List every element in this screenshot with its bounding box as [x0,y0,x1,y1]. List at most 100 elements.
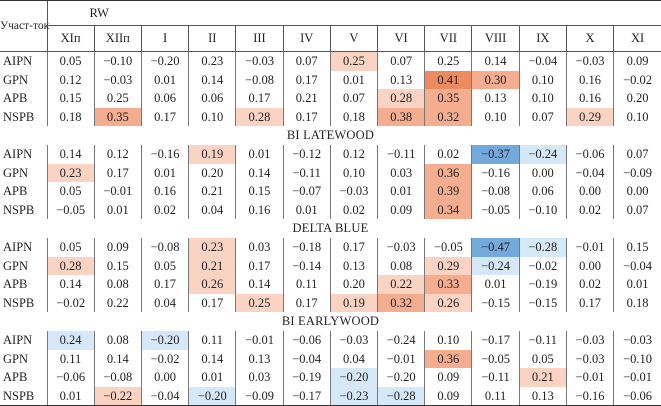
value-cell: −0.24 [377,330,425,350]
value-cell: −0.22 [93,386,142,406]
value-cell: 0.17 [188,293,236,313]
value-cell: 0.22 [93,293,142,313]
value-cell: 0.02 [329,200,378,220]
value-cell: 0.17 [565,293,614,313]
section-title: BI EARLYWOOD [281,314,380,329]
value-cell: 0.23 [188,51,236,71]
value-cell: −0.16 [471,163,520,183]
value-cell: 0.01 [329,70,378,90]
value-cell: 0.11 [188,330,236,350]
value-cell: 0.32 [424,107,472,127]
value-cell: −0.15 [471,293,520,313]
value-cell: 0.00 [613,182,661,201]
value-cell: −0.10 [518,200,567,220]
site-label: GPN [3,72,29,87]
value-cell: 0.01 [140,70,189,90]
value-cell: −0.03 [329,330,378,350]
value-cell: 0.15 [613,237,661,257]
value-cell: 0.17 [235,256,284,276]
month-header: X [565,25,614,52]
value-cell: 0.29 [565,107,614,127]
value-cell: −0.02 [613,70,661,90]
value-cell: 0.02 [565,275,614,294]
value-cell: 0.00 [518,163,567,183]
value-cell: 0.18 [329,107,378,127]
value-cell: −0.15 [518,293,567,313]
value-cell: −0.06 [282,330,331,350]
value-cell: 0.06 [188,89,236,108]
table-row: GPN 0.23 0.17 0.01 0.20 0.14 −0.11 0.10 0.03 0.36… [0,163,661,183]
value-cell: 0.21 [282,89,331,108]
value-cell: 0.23 [46,163,95,183]
value-cell: 0.10 [188,107,236,127]
site-label: NSPB [3,295,35,310]
value-cell: −0.04 [518,51,567,71]
section-title-row: DELTA BLUE [0,219,661,238]
value-cell: −0.20 [140,51,189,71]
value-cell: −0.11 [471,368,520,387]
month-header-row: XIп XIIп I II III IV V VI VII VIII IX X XI [0,25,661,52]
value-cell: −0.19 [282,368,331,387]
value-cell: 0.08 [93,275,142,294]
value-cell: −0.02 [518,256,567,276]
value-cell: 0.20 [613,89,661,108]
value-cell: 0.11 [282,275,331,294]
value-cell: 0.11 [46,349,95,369]
value-cell: 0.10 [518,70,567,90]
section-title-row: BI EARLYWOOD [0,312,661,331]
section-title: DELTA BLUE [292,221,369,236]
value-cell: 0.16 [565,70,614,90]
value-cell: −0.06 [613,386,661,406]
value-cell: −0.08 [235,70,284,90]
table-row: NSPB −0.05 0.01 0.02 0.04 0.16 0.01 0.02 0.09 0.3… [0,200,661,220]
site-label: NSPB [3,109,35,124]
value-cell: 0.01 [613,275,661,294]
value-cell: 0.17 [93,163,142,183]
month-header: V [329,25,378,52]
value-cell: −0.11 [377,144,425,164]
value-cell: 0.14 [235,163,284,183]
site-label: NSPB [3,202,35,217]
value-cell: −0.14 [282,256,331,276]
site-label: GPN [3,258,29,273]
value-cell: −0.11 [282,163,331,183]
month-header: VII [424,25,472,52]
month-header: VI [377,25,425,52]
value-cell: 0.02 [424,144,472,164]
value-cell: 0.07 [377,51,425,71]
month-header: I [140,25,189,52]
month-header: XIп [46,25,95,52]
value-cell: −0.06 [565,144,614,164]
value-cell: 0.02 [140,200,189,220]
table-row: GPN 0.12 −0.03 0.01 0.14 −0.08 0.17 0.01 0.13 0.4… [0,70,661,90]
value-cell: 0.14 [46,275,95,294]
site-label: AIPN [3,332,33,347]
month-header: IX [518,25,567,52]
value-cell: 0.07 [282,51,331,71]
value-cell: −0.08 [471,182,520,201]
value-cell: 0.02 [565,200,614,220]
section-title: BI LATEWOOD [286,128,375,143]
site-label: GPN [3,165,29,180]
value-cell: 0.06 [518,182,567,201]
value-cell: 0.19 [329,293,378,313]
value-cell: 0.25 [424,51,472,71]
value-cell: 0.12 [329,144,378,164]
value-cell: 0.14 [471,51,520,71]
value-cell: −0.01 [565,237,614,257]
value-cell: −0.03 [565,51,614,71]
table-row: AIPN 0.05 0.09 −0.08 0.23 0.03 −0.18 0.17 −0.03−… [0,237,661,257]
value-cell: 0.14 [235,275,284,294]
value-cell: 0.34 [424,200,472,220]
value-cell: −0.01 [613,368,661,387]
value-cell: 0.17 [282,107,331,127]
value-cell: −0.01 [93,182,142,201]
value-cell: −0.28 [518,237,567,257]
value-cell: 0.07 [613,200,661,220]
value-cell: 0.20 [329,275,378,294]
value-cell: −0.05 [46,200,95,220]
site-label: APB [3,370,28,385]
value-cell: −0.20 [140,330,189,350]
value-cell: 0.36 [424,349,472,369]
